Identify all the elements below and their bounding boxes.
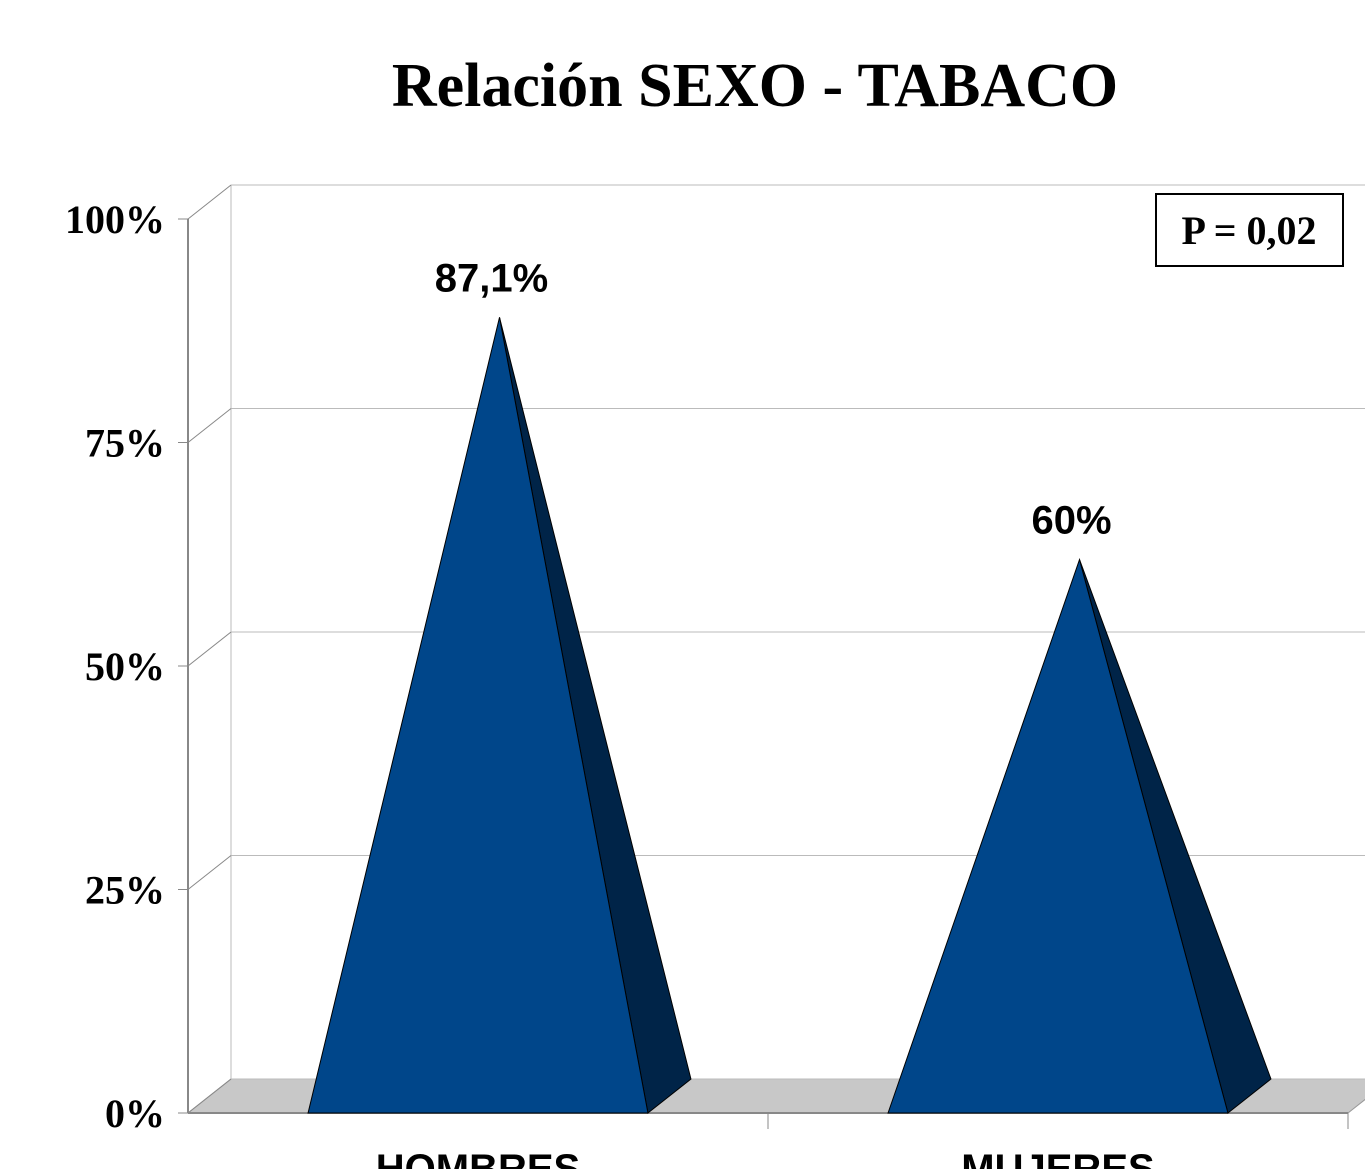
x-tick-label: HOMBRES bbox=[376, 1147, 580, 1169]
chart-title: Relación SEXO - TABACO bbox=[392, 52, 1118, 120]
pyramid-front bbox=[887, 557, 1229, 1114]
y-tick-label: 50% bbox=[85, 644, 165, 689]
y-tick-label: 0% bbox=[105, 1091, 165, 1136]
tick-diagonal bbox=[187, 1078, 232, 1114]
tick-diagonal bbox=[187, 408, 232, 443]
y-tick-label: 25% bbox=[85, 868, 165, 913]
tick-diagonal bbox=[187, 184, 232, 220]
annotation: P = 0,02 bbox=[1181, 208, 1316, 253]
x-tick-label: MUJERES bbox=[961, 1147, 1154, 1169]
y-tick-label: 100% bbox=[65, 197, 165, 242]
y-tick-label: 75% bbox=[85, 421, 165, 466]
annotation-box bbox=[1155, 193, 1344, 267]
value-label: 87,1% bbox=[435, 256, 548, 300]
tick-diagonal bbox=[187, 855, 232, 890]
tick-diagonal bbox=[187, 631, 232, 667]
pyramid-front bbox=[307, 317, 649, 1114]
value-label: 60% bbox=[1031, 499, 1111, 543]
